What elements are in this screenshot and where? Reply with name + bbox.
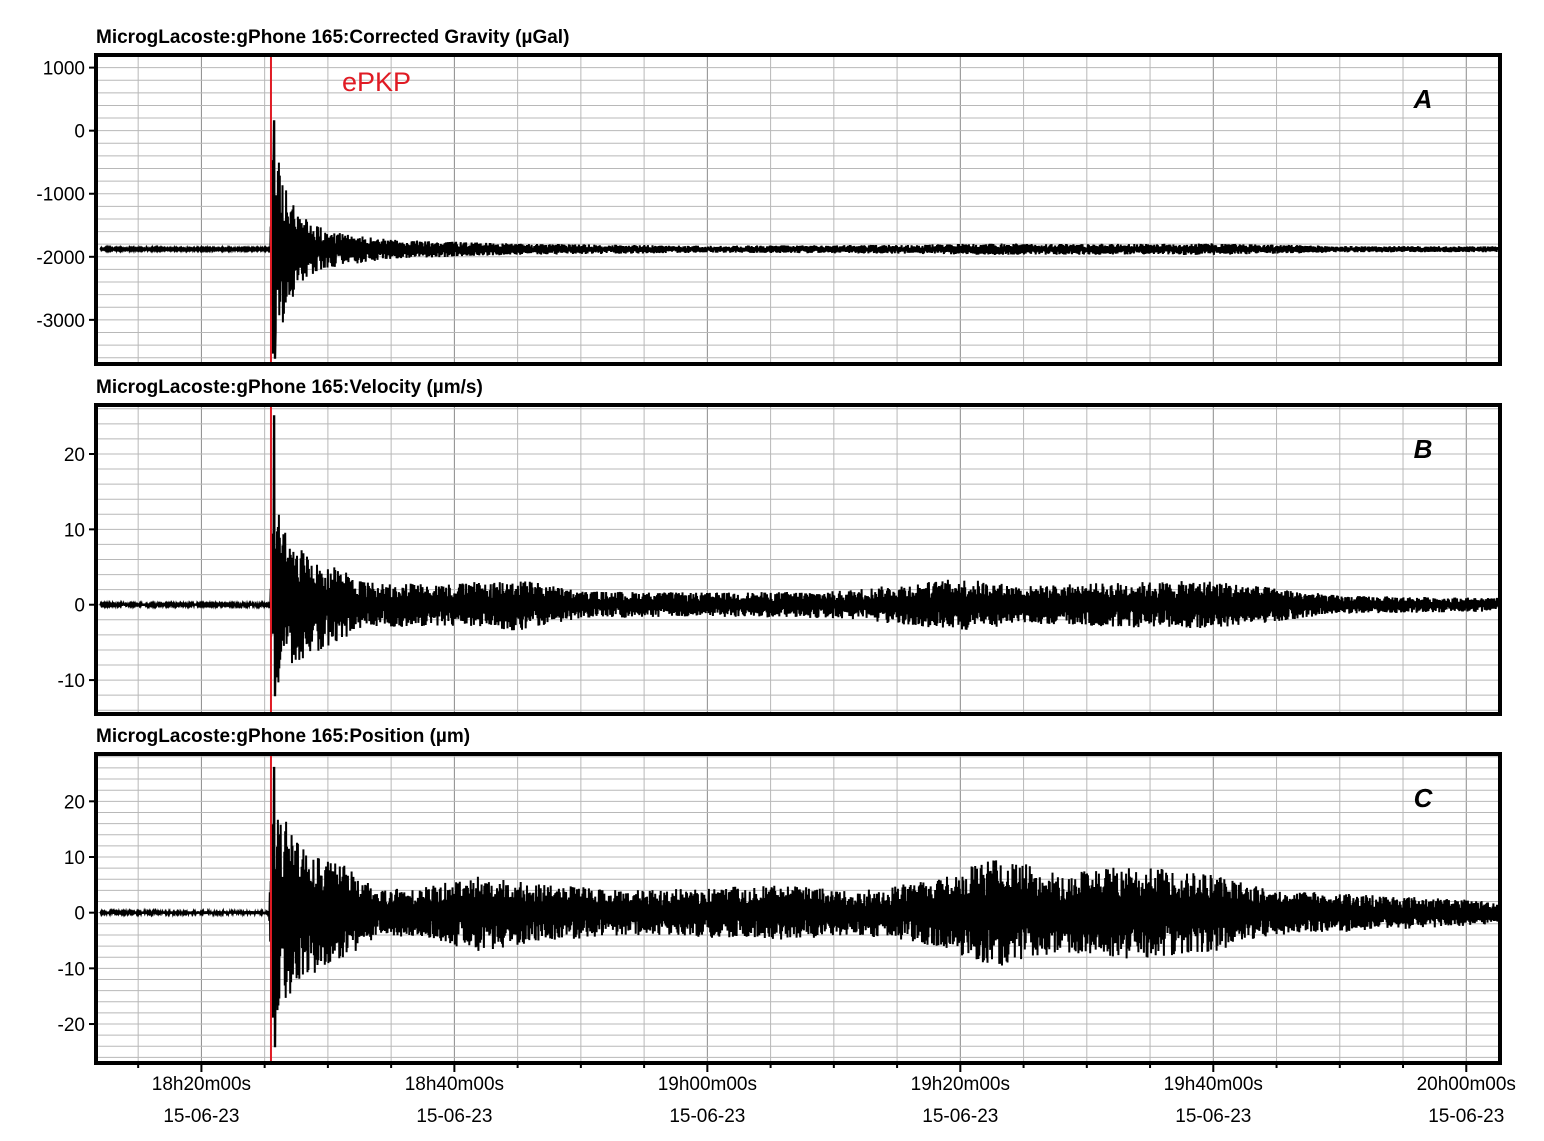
x-tick-time-label: 18h40m00s: [405, 1074, 504, 1095]
y-tick-label: -1000: [36, 185, 85, 206]
panel-c-title: MicrogLacoste:gPhone 165:Position (µm): [96, 726, 470, 747]
panel-c: 20 10 0 -10 -20 C: [58, 752, 1502, 1065]
panel-b-velocity-trace: [99, 415, 1499, 697]
panel-c-frame: [94, 752, 1502, 1065]
time-axis: 18h20m00s 15-06-23 18h40m00s 15-06-23 19h00m…: [137, 1063, 1516, 1127]
panel-a-y-axis: 1000 0 -1000 -2000 -3000: [36, 59, 96, 332]
x-tick-time-label: 19h40m00s: [1164, 1074, 1263, 1095]
y-tick-label: -10: [58, 959, 85, 980]
panel-a-gravity-trace: [99, 120, 1499, 359]
x-tick-time-label: 20h00m00s: [1417, 1074, 1516, 1095]
panel-a-title: MicrogLacoste:gPhone 165:Corrected Gravi…: [96, 27, 569, 48]
y-tick-label: -2000: [36, 248, 85, 269]
y-tick-label: 10: [64, 848, 85, 869]
y-tick-label: 20: [64, 445, 85, 466]
panel-c-y-axis: 20 10 0 -10 -20: [58, 792, 96, 1036]
y-tick-label: 0: [74, 122, 85, 143]
y-tick-label: 20: [64, 792, 85, 813]
panel-b-title: MicrogLacoste:gPhone 165:Velocity (µm/s): [96, 377, 483, 398]
panel-c-position-trace: [99, 766, 1499, 1048]
panel-a-label: A: [1413, 84, 1433, 114]
x-tick-time-label: 19h00m00s: [658, 1074, 757, 1095]
panel-c-label: C: [1414, 783, 1434, 813]
y-tick-label: 0: [74, 904, 85, 925]
panel-b-y-axis: 20 10 0 -10: [58, 445, 96, 692]
y-tick-label: 10: [64, 520, 85, 541]
y-tick-label: 0: [74, 596, 85, 617]
x-tick-date-label: 15-06-23: [416, 1106, 492, 1127]
panel-a-grid: [96, 54, 1500, 364]
panel-b: 20 10 0 -10 B: [58, 403, 1502, 716]
y-tick-label: -10: [58, 671, 85, 692]
x-tick-date-label: 15-06-23: [1175, 1106, 1251, 1127]
panel-b-label: B: [1414, 434, 1433, 464]
y-tick-label: -3000: [36, 311, 85, 332]
panel-a: 1000 0 -1000 -2000 -3000 A: [36, 53, 1502, 366]
x-tick-time-label: 18h20m00s: [152, 1074, 251, 1095]
x-tick-date-label: 15-06-23: [1428, 1106, 1504, 1127]
panel-b-frame: [94, 403, 1502, 716]
panel-a-frame: [94, 53, 1502, 366]
y-tick-label: -20: [58, 1015, 85, 1036]
x-tick-time-label: 19h20m00s: [911, 1074, 1010, 1095]
x-tick-date-label: 15-06-23: [922, 1106, 998, 1127]
x-tick-date-label: 15-06-23: [163, 1106, 239, 1127]
x-tick-date-label: 15-06-23: [669, 1106, 745, 1127]
y-tick-label: 1000: [43, 59, 85, 80]
phase-label-epkp: ePKP: [342, 67, 411, 97]
